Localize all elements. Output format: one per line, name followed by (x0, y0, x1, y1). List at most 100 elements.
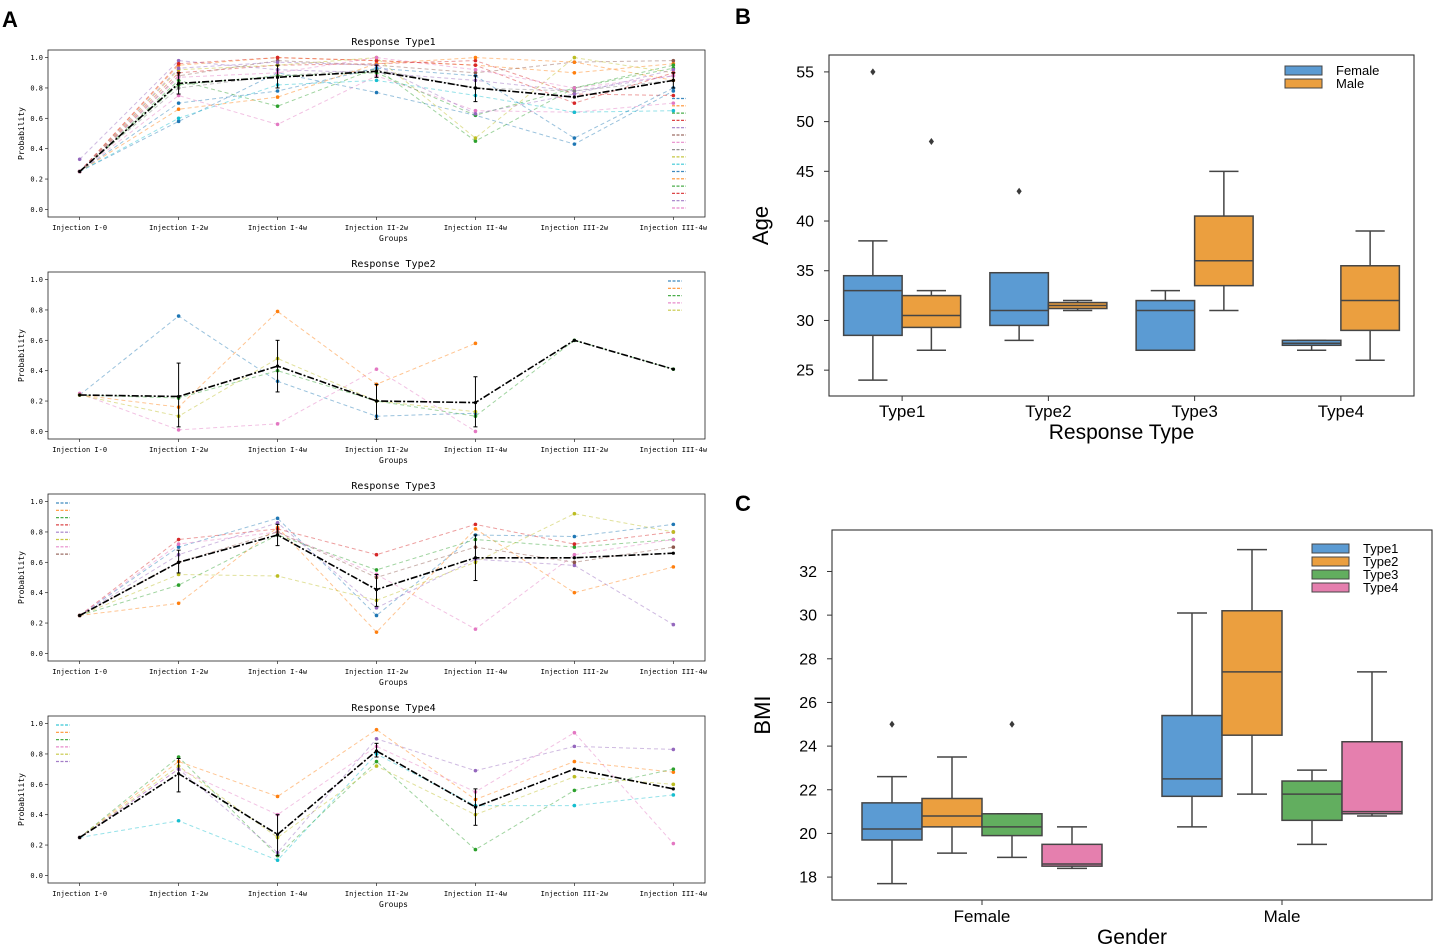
series-point (572, 86, 577, 90)
x-axis-label: Groups (379, 678, 408, 687)
legend (668, 280, 682, 311)
chart-title: Response Type1 (351, 37, 435, 48)
series-point (572, 89, 577, 93)
box-body (1341, 740, 1403, 815)
y-tick-label: 0.4 (30, 367, 43, 375)
y-axis-label: Probability (17, 107, 26, 160)
box-female-type3 (1135, 289, 1196, 352)
mean-point (374, 399, 379, 403)
y-tick-label: 0.2 (30, 842, 43, 850)
mean-point (177, 560, 181, 564)
series-point (572, 590, 577, 595)
y-tick-label: 0.0 (30, 206, 43, 214)
x-tick-label: Injection III-2w (541, 224, 609, 232)
series-point (473, 527, 478, 531)
plot-frame (828, 54, 1415, 397)
series-point (671, 545, 676, 549)
series-point (671, 793, 676, 797)
x-axis-label: Groups (379, 900, 408, 909)
legend (56, 724, 70, 763)
box-type4-male (1341, 671, 1403, 817)
y-tick-label: 25 (796, 363, 814, 380)
series-point (671, 565, 676, 569)
legend-label: Type3 (1363, 567, 1398, 582)
legend-patch (1311, 556, 1350, 567)
series-point (275, 95, 280, 99)
box-body (1340, 265, 1401, 332)
box-body (901, 294, 962, 329)
x-tick-label: Injection I-4w (248, 890, 308, 898)
x-axis-label: Gender (1097, 926, 1167, 946)
x-tick-label: Injection I-4w (248, 224, 308, 232)
y-tick-label: 0.4 (30, 589, 43, 597)
mean-point (671, 367, 675, 371)
y-tick-label: 0.6 (30, 559, 43, 567)
series-point (572, 136, 577, 140)
series-point (275, 309, 280, 314)
series-point (176, 116, 181, 121)
mean-line-group (78, 523, 675, 618)
series-point (374, 727, 379, 732)
series-point (671, 522, 676, 527)
series-point (473, 70, 478, 75)
series-point (572, 563, 577, 568)
series-point (572, 534, 577, 539)
legend-label: Type2 (1363, 554, 1398, 569)
legend-patch (1311, 569, 1350, 580)
series-point (671, 89, 676, 93)
series-point (473, 429, 478, 434)
x-tick-label: Injection III-4w (640, 668, 708, 676)
x-tick-label: Female (954, 907, 1011, 926)
series-point (473, 847, 478, 852)
series-point (374, 606, 379, 610)
y-tick-label: 30 (799, 608, 817, 625)
box-female-type4 (1281, 339, 1342, 352)
legend (56, 502, 70, 555)
y-tick-label: 0.2 (30, 620, 43, 628)
x-axis-label: Groups (379, 456, 408, 465)
series-point (275, 574, 280, 578)
x-tick-label: Injection II-2w (345, 668, 409, 676)
series-line (77, 60, 676, 174)
legend-patch (1284, 65, 1323, 76)
series-point (473, 67, 478, 72)
series-point (572, 744, 577, 749)
box-type3-female (981, 720, 1043, 859)
series-point (671, 622, 676, 627)
series-point (671, 841, 676, 846)
line-chart-response-type1: Response Type1 0.0 0.2 0.4 0.6 0.8 1.0 Injectio… (17, 37, 708, 243)
y-tick-label: 1.0 (30, 276, 43, 284)
x-tick-label: Type3 (1171, 402, 1217, 421)
x-tick-label: Injection II-4w (444, 224, 508, 232)
x-tick-label: Injection III-2w (541, 668, 609, 676)
series-point (572, 552, 577, 557)
y-tick-label: 0.0 (30, 872, 43, 880)
series-point (275, 60, 280, 64)
series-line (77, 55, 676, 174)
x-tick-label: Injection III-2w (541, 446, 609, 454)
mean-point (275, 364, 280, 368)
series-point (671, 63, 676, 67)
mean-point (275, 75, 280, 79)
series-point (671, 767, 676, 771)
mean-point (275, 533, 280, 537)
box-body (1041, 843, 1103, 867)
mean-point (473, 400, 478, 405)
plot-frame (47, 49, 706, 218)
series-point (473, 627, 478, 631)
y-tick-label: 50 (796, 114, 814, 131)
mean-point (473, 805, 478, 809)
mean-point (374, 588, 379, 592)
series-point (473, 111, 478, 116)
box-male-type1 (901, 137, 962, 352)
y-tick-label: 30 (796, 313, 814, 330)
y-tick-label: 40 (796, 214, 814, 231)
box-chart-age: 25 30 35 40 45 50 55 Type1 Type2 Type3 Type4 Respon… (748, 54, 1415, 444)
y-tick-label: 1.0 (30, 498, 43, 506)
legend-label: Female (1336, 63, 1379, 78)
box-body (1135, 299, 1196, 352)
x-tick-label: Injection II-4w (444, 668, 508, 676)
series-point (671, 747, 676, 752)
series-point (572, 142, 577, 146)
